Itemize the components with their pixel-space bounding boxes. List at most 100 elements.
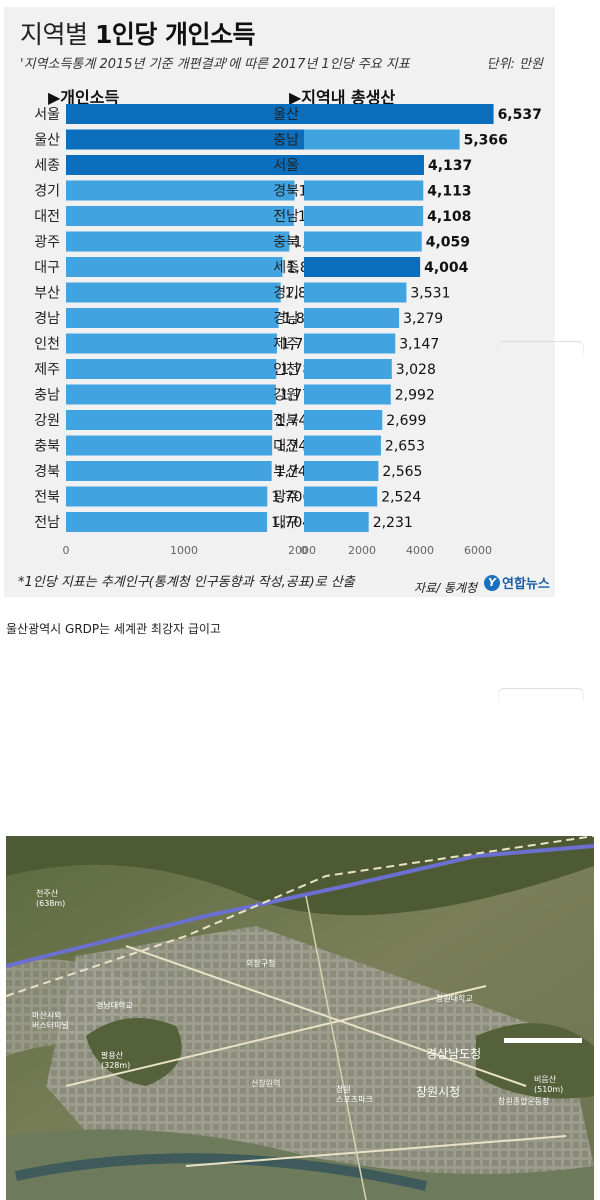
category-label: 강원 <box>34 413 60 429</box>
map-label-provincial-office: 경상남도청 <box>426 1047 481 1061</box>
category-label: 대전 <box>34 209 60 225</box>
tick-label: 2000 <box>348 544 376 557</box>
source-label: 자료/ 통계청 <box>414 581 478 595</box>
post-caption: 울산광역시 GRDP는 세계관 최강자 급이고 <box>6 622 221 636</box>
category-label: 경남 <box>34 311 60 327</box>
bar <box>66 257 283 277</box>
value-label: 2,524 <box>381 490 421 506</box>
category-label: 대전 <box>273 439 299 455</box>
railway <box>6 836 594 997</box>
map-label-mountain-palyong: 팔용산 (328m) <box>101 1050 130 1070</box>
bar <box>66 359 277 379</box>
value-label: 4,137 <box>428 158 472 174</box>
main-road <box>185 1135 567 1167</box>
category-label: 전북 <box>34 490 60 506</box>
value-label: 4,004 <box>424 260 469 276</box>
bar <box>66 231 290 252</box>
value-label: 4,113 <box>427 184 471 200</box>
tick-label: 0 <box>301 544 308 557</box>
yonhap-logo-icon: Y <box>484 574 500 591</box>
bar <box>304 129 460 150</box>
bar <box>304 384 391 405</box>
category-label: 서울 <box>34 107 60 123</box>
mountain-palyong <box>86 1018 182 1086</box>
bar <box>66 512 268 532</box>
unit-label: 단위: 만원 <box>486 57 543 72</box>
bar <box>304 206 424 226</box>
category-label: 부산 <box>34 286 60 302</box>
category-label: 강원 <box>273 388 299 404</box>
bar <box>304 410 383 430</box>
value-label: 3,147 <box>399 337 439 353</box>
mountain-ridge <box>6 836 594 916</box>
bar <box>66 155 319 175</box>
highway <box>6 844 594 968</box>
bar <box>66 333 277 354</box>
bar <box>304 257 421 277</box>
category-label: 충남 <box>34 388 60 404</box>
map-labels: 창원시청 경상남도청 마산시외 버스터미널 천주산 (638m) 팔용산 (328m) 비음산(… <box>32 888 563 1106</box>
category-label: 세종 <box>273 260 299 276</box>
map-label-changwon-stadium: 창원종합운동장 <box>498 1096 550 1106</box>
map-label-changwon-sports: 창원 스포츠파크 <box>336 1085 373 1104</box>
infographic-title: 지역별 1인당 개인소득 <box>20 15 256 51</box>
bar <box>304 282 407 303</box>
bar <box>66 129 326 150</box>
map-label-uichang: 의창구청 <box>246 958 275 968</box>
value-label: 2,653 <box>385 439 425 455</box>
bar <box>66 435 273 456</box>
category-label: 경남 <box>273 311 299 327</box>
category-label: 충북 <box>34 439 60 455</box>
value-label: 3,531 <box>410 286 450 302</box>
value-label: 2,231 <box>373 515 413 531</box>
bar <box>304 486 378 507</box>
bar <box>304 512 369 532</box>
chart-title-grdp: ▶지역내 총생산 <box>289 88 396 107</box>
bar <box>66 410 273 430</box>
satellite-map-image: 창원시청 경상남도청 마산시외 버스터미널 천주산 (638m) 팔용산 (328m) 비음산(… <box>6 836 594 1200</box>
category-label: 충남 <box>273 133 299 149</box>
infographic-card: 지역별 1인당 개인소득 '지역소득통계 2015년 기준 개편결과'에 따른 … <box>4 7 555 597</box>
title-bold: 1인당 개인소득 <box>94 20 256 49</box>
main-road <box>65 985 487 1087</box>
category-label: 전남 <box>273 209 299 225</box>
category-label: 대구 <box>34 260 60 276</box>
tick-label: 2000 <box>288 544 316 557</box>
category-label: 전북 <box>273 413 299 429</box>
category-label: 광주 <box>273 490 299 506</box>
category-label: 제주 <box>34 362 60 378</box>
map-label-city-hall: 창원시청 <box>416 1085 460 1099</box>
category-label: 대구 <box>273 515 299 531</box>
category-label: 광주 <box>34 235 60 251</box>
bar <box>66 486 268 507</box>
logo-text: 연합뉴스 <box>502 577 550 592</box>
category-label: 인천 <box>34 337 60 353</box>
category-label: 경기 <box>273 286 299 302</box>
map-label-gyeongnam-univ: 경남대학교 <box>96 1000 133 1010</box>
map-label-sinchang: 신창원역 <box>251 1078 280 1088</box>
chart-title-income: ▶개인소득 <box>48 88 120 107</box>
map-label-masan-terminal: 마산시외 버스터미널 <box>32 1010 69 1030</box>
value-label: 2,565 <box>382 464 422 480</box>
category-label: 경기 <box>34 184 60 200</box>
map-label-changwon-univ: 창원대학교 <box>436 993 473 1003</box>
value-label: 4,108 <box>427 209 471 225</box>
yonhap-logo: Y 연합뉴스 <box>484 573 550 592</box>
value-label: 5,366 <box>464 133 508 149</box>
value-label: 2,699 <box>386 413 426 429</box>
value-label: 1,706 <box>271 490 311 506</box>
bar <box>66 180 295 201</box>
value-label: 3,028 <box>396 362 436 378</box>
placeholder-box <box>498 341 584 354</box>
value-label: 2,992 <box>395 388 435 404</box>
bar <box>66 104 329 124</box>
infographic-subtitle: '지역소득통계 2015년 기준 개편결과'에 따른 2017년 1인당 주요 … <box>20 57 410 72</box>
category-label: 울산 <box>273 107 299 123</box>
category-label: 서울 <box>273 158 299 174</box>
map-label-mountain-cheonju: 천주산 (638m) <box>36 888 65 908</box>
bar <box>304 435 381 456</box>
title-plain: 지역별 <box>20 20 95 49</box>
category-label: 제주 <box>273 337 299 353</box>
tick-label: 6000 <box>464 544 492 557</box>
river <box>14 1153 428 1191</box>
